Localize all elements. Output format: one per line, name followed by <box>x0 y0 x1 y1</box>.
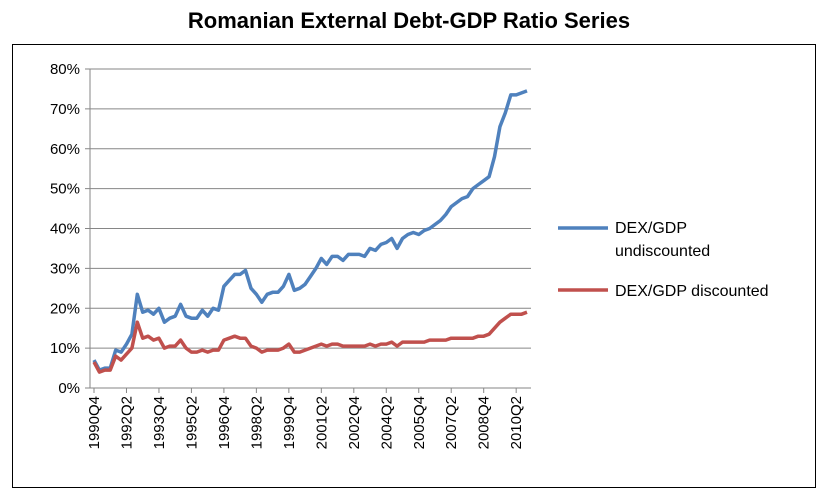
y-tick-label: 60% <box>50 141 80 158</box>
y-tick-label: 20% <box>50 300 80 317</box>
chart-frame <box>12 44 816 488</box>
y-tick-label: 0% <box>58 380 80 397</box>
x-tick-label: 2007Q2 <box>443 396 460 449</box>
x-tick-label: 2008Q4 <box>476 396 493 449</box>
x-tick-label: 1990Q4 <box>86 396 103 449</box>
x-tick-label: 1992Q2 <box>118 396 135 449</box>
x-tick-label: 2002Q4 <box>346 396 363 449</box>
x-tick-label: 2001Q2 <box>313 396 330 449</box>
legend-label: DEX/GDP discounted <box>615 283 769 300</box>
x-tick-label: 1995Q2 <box>183 396 200 449</box>
y-tick-label: 70% <box>50 101 80 118</box>
x-tick-label: 1998Q2 <box>248 396 265 449</box>
y-tick-labels: 0% 10% 20% 30% 40% 50% 60% 70% 80% <box>50 61 80 397</box>
series-line-discounted <box>92 310 528 374</box>
x-tick-label: 2005Q4 <box>411 396 428 449</box>
series-line-undiscounted <box>92 89 528 372</box>
x-tick-label: 1993Q4 <box>151 396 168 449</box>
x-tick-label: 1996Q4 <box>216 396 233 449</box>
y-tick-label: 50% <box>50 181 80 198</box>
chart-title: Romanian External Debt-GDP Ratio Series <box>187 8 631 33</box>
y-tick-label: 30% <box>50 260 80 277</box>
series-lines <box>92 89 528 374</box>
axes <box>89 69 531 389</box>
x-tick-label: 1999Q4 <box>281 396 298 449</box>
y-tick-label: 40% <box>50 221 80 238</box>
y-tick-label: 80% <box>50 61 80 78</box>
x-tick-labels: 1990Q4 1992Q2 1993Q4 1995Q2 1996Q4 1998Q2 1999… <box>86 388 525 449</box>
x-tick-label: 2004Q2 <box>378 396 395 449</box>
legend: DEX/GDP undiscounted DEX/GDP discounted <box>558 220 769 300</box>
x-tick-label: 2010Q2 <box>508 396 525 449</box>
y-tick-label: 10% <box>50 340 80 357</box>
legend-label: DEX/GDP undiscounted <box>615 220 710 260</box>
